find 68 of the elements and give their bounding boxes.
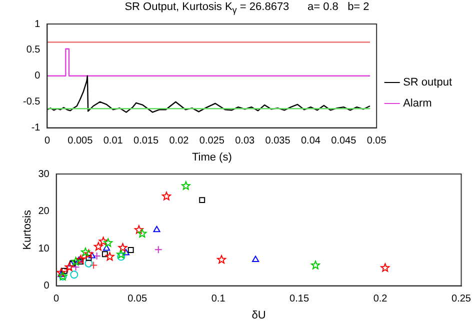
point xyxy=(118,243,128,252)
point xyxy=(217,255,226,264)
y-tick-label: -0.5 xyxy=(22,96,41,108)
y-tick-label: 0 xyxy=(34,70,41,82)
point xyxy=(90,261,98,270)
point xyxy=(380,263,390,272)
point xyxy=(199,197,206,204)
point xyxy=(134,225,144,234)
point xyxy=(88,252,96,258)
y-tick-label: 0.5 xyxy=(26,44,41,56)
point xyxy=(102,251,108,258)
x-axis-title: Time (s) xyxy=(192,151,232,164)
point xyxy=(122,249,130,256)
y-tick-label: 1 xyxy=(34,18,41,30)
x-tick-label: 0.01 xyxy=(103,136,124,147)
x-tick-label: 0 xyxy=(54,294,60,305)
point xyxy=(72,263,80,272)
point xyxy=(310,260,320,270)
point xyxy=(67,260,74,266)
y-tick-label: 20 xyxy=(38,206,50,218)
point xyxy=(75,256,83,263)
legend-label: Alarm xyxy=(403,98,432,110)
point xyxy=(98,236,108,246)
x-tick-label: 0.2 xyxy=(373,294,388,305)
x-axis-title: δU xyxy=(252,309,266,322)
x-tick-label: 0.02 xyxy=(169,136,190,147)
point xyxy=(86,254,92,261)
x-tick-label: 0.045 xyxy=(331,136,357,147)
x-tick-label: 0.05 xyxy=(366,136,387,147)
point xyxy=(117,252,126,261)
point xyxy=(94,242,103,251)
y-axis-title: Kurtosis xyxy=(22,210,34,250)
x-tick-label: 0.1 xyxy=(211,294,226,305)
x-tick-label: 0.04 xyxy=(300,136,321,147)
x-tick-label: 0.005 xyxy=(68,136,94,147)
chart-title: SR Output, Kurtosis K$_{γ}$ = 26.8673 a= 0.8 b= 2 xyxy=(124,0,370,16)
point xyxy=(104,238,113,247)
point xyxy=(116,250,126,258)
x-tick-label: 0.15 xyxy=(290,294,310,305)
point xyxy=(64,265,72,274)
point xyxy=(138,228,147,238)
point xyxy=(84,249,94,258)
legend-label: SR output xyxy=(403,76,452,89)
point xyxy=(181,181,190,190)
point xyxy=(64,262,74,272)
x-tick-label: 0.03 xyxy=(235,136,256,147)
point xyxy=(154,246,162,254)
y-tick-label: 30 xyxy=(38,168,50,180)
x-tick-label: 0.015 xyxy=(134,136,159,147)
point xyxy=(162,192,171,200)
point xyxy=(105,252,114,261)
x-tick-label: 0.05 xyxy=(128,294,148,305)
point xyxy=(153,226,160,232)
point xyxy=(92,252,101,260)
y-tick-label: 10 xyxy=(38,243,50,254)
point xyxy=(58,270,65,277)
x-tick-label: 0.025 xyxy=(199,136,225,147)
point xyxy=(80,248,90,256)
x-tick-label: 0.035 xyxy=(265,136,291,147)
point xyxy=(71,256,80,266)
y-tick-label: 0 xyxy=(44,280,50,292)
y-tick-label: -1 xyxy=(31,122,41,134)
x-tick-label: 0.25 xyxy=(452,294,472,305)
point xyxy=(252,256,260,262)
point xyxy=(84,259,93,268)
point xyxy=(70,270,78,279)
point xyxy=(128,247,134,253)
point xyxy=(103,244,110,251)
